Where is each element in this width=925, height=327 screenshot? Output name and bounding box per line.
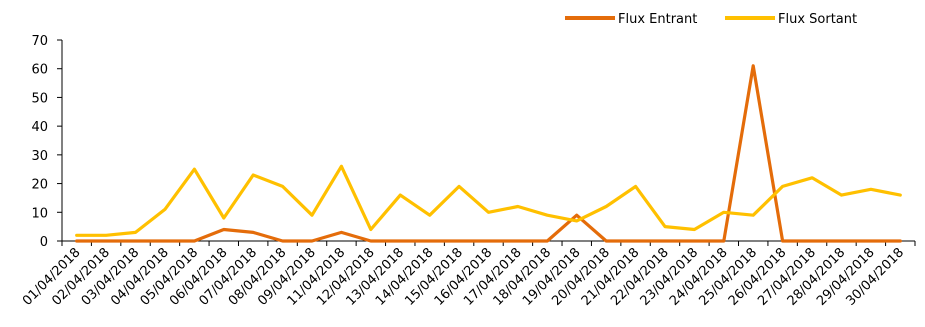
y-tick-label: 10 bbox=[31, 206, 48, 221]
y-tick-label: 30 bbox=[31, 149, 48, 164]
y-tick-label: 40 bbox=[31, 120, 48, 135]
y-tick-label: 20 bbox=[31, 178, 48, 193]
legend: Flux Entrant Flux Sortant bbox=[565, 12, 857, 27]
y-tick-label: 0 bbox=[40, 235, 48, 250]
y-tick-label: 50 bbox=[31, 91, 48, 106]
x-axis: 01/04/201802/04/201803/04/201804/04/2018… bbox=[20, 240, 916, 309]
legend-label: Flux Entrant bbox=[618, 12, 697, 27]
series-line-flux-sortant bbox=[75, 164, 902, 237]
legend-label: Flux Sortant bbox=[778, 12, 857, 27]
y-tick-label: 60 bbox=[31, 63, 48, 78]
y-axis: 0 10 20 30 40 50 60 70 bbox=[31, 34, 63, 250]
series-group bbox=[75, 64, 902, 243]
y-tick-label: 70 bbox=[31, 34, 48, 49]
series-line-flux-entrant bbox=[75, 64, 902, 243]
